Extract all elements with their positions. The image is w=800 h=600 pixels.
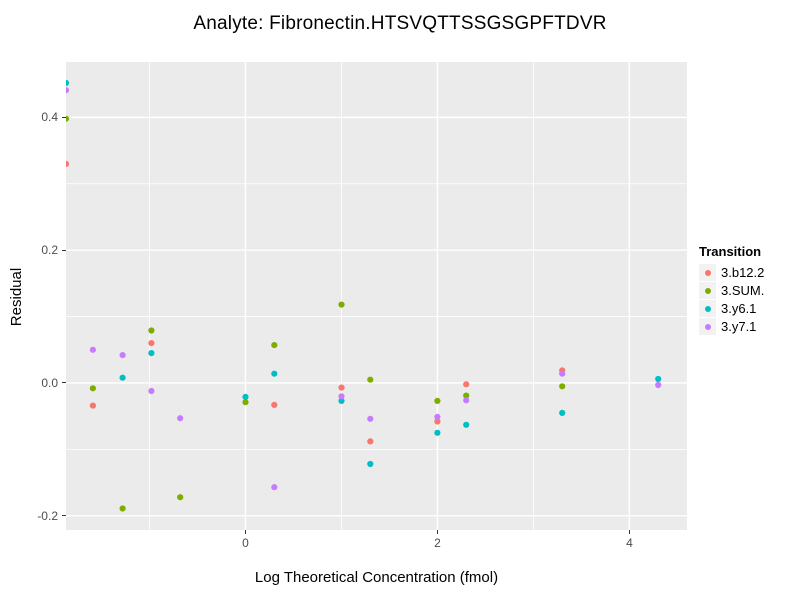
data-point [367, 376, 374, 383]
data-point [66, 115, 70, 122]
legend-title: Transition [699, 244, 762, 259]
data-point [242, 399, 249, 406]
data-point [119, 374, 126, 381]
legend-item: 3.SUM. [699, 282, 764, 299]
data-point [89, 385, 96, 392]
data-point [119, 505, 126, 512]
x-tick-label: 0 [242, 536, 249, 550]
legend-point-icon [704, 269, 711, 276]
data-point [119, 352, 126, 359]
data-point [463, 397, 470, 404]
data-point [338, 301, 345, 308]
data-point [367, 415, 374, 422]
legend-item-label: 3.b12.2 [721, 265, 765, 280]
y-tick-label: -0.2 [37, 508, 58, 523]
data-point [434, 397, 441, 404]
y-tick-label: 0.4 [41, 110, 58, 125]
y-tick-label: 0.2 [41, 243, 58, 258]
x-tick-label: 2 [434, 536, 441, 550]
x-tick-mark [436, 530, 438, 534]
data-point [338, 393, 345, 400]
data-point [89, 402, 96, 409]
data-point [148, 327, 155, 334]
legend-item: 3.y7.1 [699, 318, 764, 335]
data-point [367, 460, 374, 468]
data-point [148, 340, 155, 347]
y-tick-mark [62, 515, 66, 517]
legend-key [699, 318, 716, 335]
data-point [434, 429, 441, 436]
data-point [338, 397, 345, 404]
y-tick-label: 0.0 [41, 375, 58, 390]
legend-key [699, 282, 716, 299]
legend: Transition 3.b12.2 3.SUM. 3.y6.1 3.y7.1 [699, 244, 764, 336]
data-point [434, 413, 441, 420]
x-axis-title: Log Theoretical Concentration (fmol) [254, 569, 499, 586]
y-tick-mark [62, 249, 66, 251]
plot-title: Analyte: Fibronectin.HTSVQTTSSGSGPFTDVR [193, 13, 607, 34]
y-tick-mark [62, 116, 66, 118]
scatter-plot [66, 62, 687, 530]
legend-item-label: 3.SUM. [721, 283, 765, 298]
data-point [434, 418, 441, 425]
legend-item-label: 3.y7.1 [721, 319, 757, 334]
data-point [66, 87, 70, 94]
data-point [559, 370, 566, 377]
data-point [271, 484, 278, 491]
x-tick-mark [244, 530, 246, 534]
legend-point-icon [704, 323, 711, 330]
data-point [66, 79, 70, 86]
y-tick-mark [62, 382, 66, 384]
data-point [148, 350, 155, 357]
data-point [463, 421, 470, 428]
data-point [338, 384, 345, 391]
legend-key [699, 300, 716, 317]
y-axis-title: Residual [8, 267, 25, 327]
legend-point-icon [704, 305, 711, 312]
data-point [177, 415, 184, 422]
data-point [242, 393, 249, 400]
data-point [148, 387, 155, 395]
data-point [559, 383, 566, 390]
data-point [271, 401, 278, 408]
plot-panel [66, 62, 687, 530]
legend-item: 3.b12.2 [699, 264, 764, 281]
data-point [367, 438, 374, 445]
legend-item: 3.y6.1 [699, 300, 764, 317]
x-tick-label: 4 [626, 536, 633, 550]
data-point [271, 342, 278, 349]
data-point [463, 392, 470, 399]
data-point [655, 375, 662, 383]
data-point [89, 346, 96, 353]
data-point [177, 494, 184, 501]
data-point [463, 381, 470, 388]
data-point [559, 409, 566, 416]
data-point [66, 160, 70, 167]
legend-key [699, 264, 716, 281]
legend-point-icon [704, 287, 711, 294]
x-tick-mark [628, 530, 630, 534]
data-point [271, 370, 278, 377]
legend-items: 3.b12.2 3.SUM. 3.y6.1 3.y7.1 [699, 264, 764, 335]
data-point [655, 381, 662, 389]
legend-item-label: 3.y6.1 [721, 301, 757, 316]
